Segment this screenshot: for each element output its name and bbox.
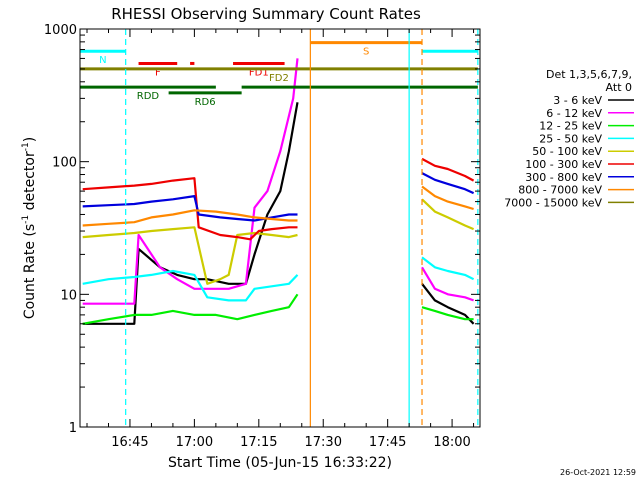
flag-label-rd6: RD6 bbox=[195, 97, 216, 108]
y-axis-label-sup1: -1 bbox=[21, 215, 31, 224]
y-axis-label-main: Count Rate (s bbox=[22, 224, 38, 319]
legend-label-7000-15000-kev: 7000 - 15000 keV bbox=[504, 196, 602, 209]
flag-label-n: N bbox=[99, 55, 106, 66]
marker-layer bbox=[125, 29, 479, 427]
legend-label-100-300-kev: 100 - 300 keV bbox=[525, 158, 602, 171]
series-line-300-800-kev bbox=[421, 172, 475, 195]
legend-label-25-50-kev: 25 - 50 keV bbox=[539, 132, 602, 145]
legend-header-2: Att 0 bbox=[606, 81, 632, 94]
x-tick-label: 17:00 bbox=[176, 435, 213, 450]
series-line-300-800-kev bbox=[82, 195, 298, 222]
series-line-50-100-kev bbox=[421, 198, 475, 231]
y-axis-label-sup2: -1 bbox=[21, 142, 31, 151]
legend-header-1: Det 1,3,5,6,7,9, bbox=[546, 68, 632, 81]
series-line-3-6-kev bbox=[421, 283, 475, 325]
flag-label-fd1: FD1 bbox=[249, 67, 269, 78]
x-tick-label: 18:00 bbox=[433, 435, 470, 450]
series-line-800-7000-kev bbox=[421, 185, 474, 211]
y-tick-label: 1 bbox=[69, 421, 77, 436]
flag-layer: N F FD1 S FD2 RDD RD6 bbox=[80, 41, 478, 108]
x-axis-label: Start Time (05-Jun-15 16:33:22) bbox=[168, 455, 392, 471]
x-tick-label: 17:15 bbox=[240, 435, 277, 450]
chart-title: RHESSI Observing Summary Count Rates bbox=[111, 5, 421, 23]
y-axis-label: Count Rate (s-1 detector-1) bbox=[21, 137, 38, 319]
legend-label-300-800-kev: 300 - 800 keV bbox=[525, 171, 602, 184]
series-line-12-25-kev bbox=[82, 293, 299, 325]
timestamp: 26-Oct-2021 12:59 bbox=[560, 468, 636, 477]
legend-label-50-100-kev: 50 - 100 keV bbox=[532, 145, 602, 158]
series-line-800-7000-kev bbox=[82, 209, 298, 227]
legend-label-6-12-kev: 6 - 12 keV bbox=[546, 107, 602, 120]
flag-label-rdd: RDD bbox=[137, 91, 160, 102]
y-axis-label-mid: detector bbox=[22, 151, 38, 215]
y-axis-label-end: ) bbox=[22, 137, 38, 142]
series-line-50-100-kev bbox=[82, 226, 298, 285]
legend-label-3-6-kev: 3 - 6 keV bbox=[553, 94, 602, 107]
series-line-12-25-kev bbox=[421, 306, 474, 321]
series-line-100-300-kev bbox=[421, 157, 475, 182]
x-tick-label: 17:30 bbox=[305, 435, 342, 450]
flag-label-f: F bbox=[155, 67, 161, 78]
data-layer bbox=[82, 58, 475, 325]
flag-label-s: S bbox=[363, 47, 369, 58]
x-tick-label: 17:45 bbox=[369, 435, 406, 450]
flag-label-fd2: FD2 bbox=[269, 73, 289, 84]
x-tick-label: 16:45 bbox=[111, 435, 148, 450]
y-tick-label: 100 bbox=[52, 156, 77, 171]
series-line-25-50-kev bbox=[82, 269, 299, 302]
axis-layer: 16:45 17:00 17:15 17:30 17:45 18:00 1 10 100 1000 bbox=[44, 23, 480, 450]
legend-label-800-7000-kev: 800 - 7000 keV bbox=[518, 184, 602, 197]
y-tick-label: 1000 bbox=[44, 23, 77, 38]
series-line-6-12-kev bbox=[82, 58, 299, 305]
legend-label-12-25-kev: 12 - 25 keV bbox=[539, 120, 602, 133]
series-line-100-300-kev bbox=[82, 177, 298, 241]
series-line-25-50-kev bbox=[421, 256, 475, 281]
series-line-6-12-kev bbox=[421, 266, 474, 302]
y-tick-label: 10 bbox=[60, 288, 77, 303]
